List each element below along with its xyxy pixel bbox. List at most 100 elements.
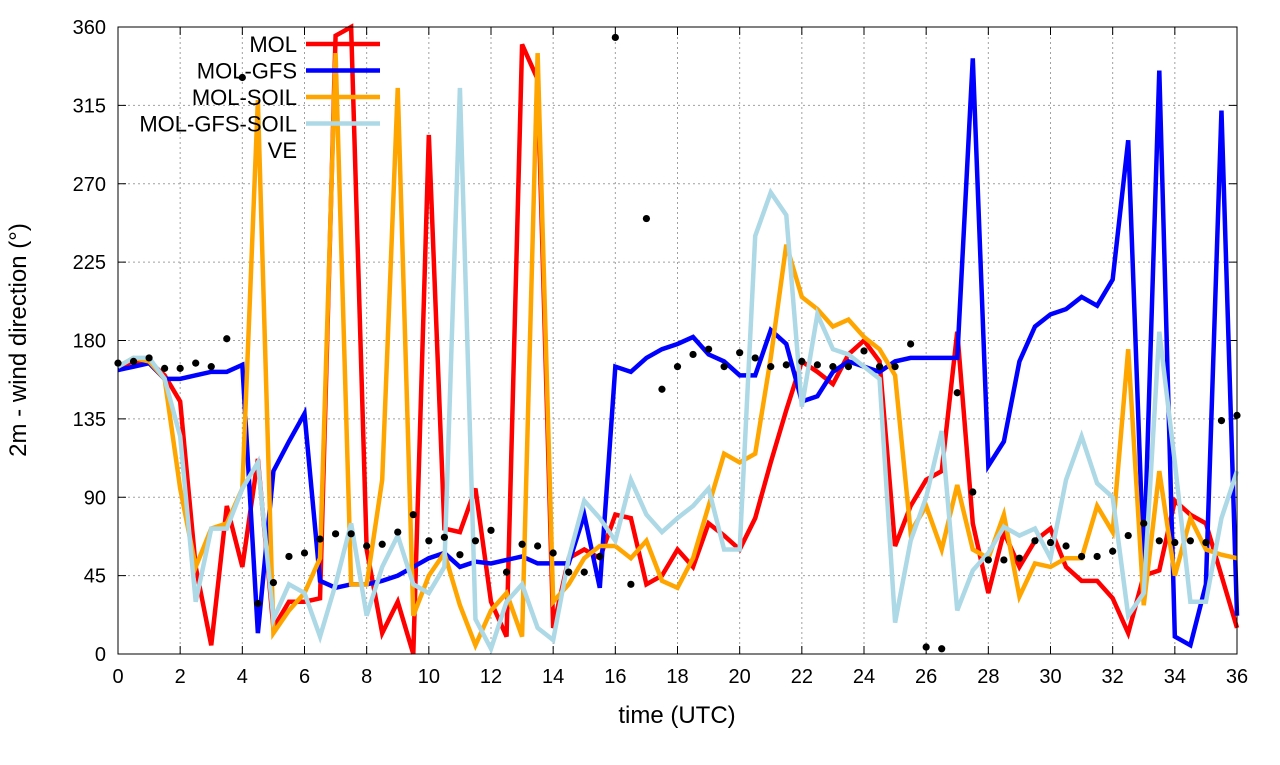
ve-point bbox=[704, 345, 713, 353]
x-tick-label: 8 bbox=[361, 666, 372, 688]
ve-point bbox=[1093, 552, 1101, 561]
ve-point bbox=[596, 552, 604, 561]
ve-point bbox=[580, 568, 588, 576]
ve-point bbox=[487, 526, 495, 534]
x-tick-label: 36 bbox=[1226, 666, 1248, 688]
ve-point bbox=[1046, 538, 1055, 547]
ve-point bbox=[1202, 538, 1210, 547]
y-tick-label: 45 bbox=[84, 566, 106, 588]
series-line-mol-gfs bbox=[117, 58, 1240, 649]
ve-point bbox=[440, 533, 448, 541]
ve-point bbox=[875, 363, 884, 371]
ve-point bbox=[813, 361, 821, 369]
ve-point bbox=[394, 528, 402, 536]
ve-point bbox=[1155, 537, 1163, 545]
ve-point bbox=[347, 530, 355, 538]
ve-point bbox=[1077, 552, 1086, 561]
ve-point bbox=[238, 73, 246, 82]
series-line-mol-gfs-soil bbox=[116, 87, 1240, 655]
ve-point bbox=[223, 335, 231, 343]
ve-point bbox=[984, 556, 992, 564]
ve-point bbox=[767, 363, 775, 371]
ve-point bbox=[549, 549, 557, 557]
ve-point bbox=[891, 363, 899, 371]
ve-point bbox=[658, 385, 666, 393]
x-tick-label: 24 bbox=[853, 666, 875, 688]
ve-point bbox=[907, 340, 915, 348]
ve-point bbox=[1186, 537, 1194, 545]
ve-point bbox=[425, 537, 433, 545]
ve-point bbox=[751, 354, 759, 362]
ve-point bbox=[534, 542, 542, 550]
ve-point bbox=[720, 363, 728, 371]
ve-point bbox=[456, 551, 464, 559]
ve-point bbox=[969, 488, 977, 496]
ve-point bbox=[611, 33, 619, 42]
x-tick-label: 28 bbox=[977, 666, 999, 688]
series-layer bbox=[114, 23, 1241, 655]
ve-point bbox=[1217, 417, 1226, 425]
ve-point bbox=[1109, 547, 1117, 555]
ve-point bbox=[922, 643, 930, 651]
ve-point bbox=[642, 214, 651, 223]
x-tick-label: 12 bbox=[480, 666, 502, 688]
x-tick-label: 30 bbox=[1039, 666, 1061, 688]
ve-point bbox=[673, 363, 682, 371]
ve-point bbox=[269, 578, 278, 587]
ve-point bbox=[161, 364, 169, 372]
ve-point bbox=[782, 361, 790, 369]
ve-point bbox=[938, 645, 946, 653]
ve-point bbox=[689, 350, 697, 359]
x-tick-label: 32 bbox=[1102, 666, 1124, 688]
x-tick-label: 2 bbox=[175, 666, 186, 688]
legend-label-mol: MOL bbox=[249, 32, 297, 57]
ve-point bbox=[1171, 538, 1179, 547]
ve-point bbox=[145, 354, 153, 362]
ve-point bbox=[1015, 554, 1024, 562]
x-tick-label: 20 bbox=[729, 666, 751, 688]
legend-label-mol-gfs: MOL-GFS bbox=[197, 59, 297, 84]
series-line-mol bbox=[117, 23, 1240, 655]
ve-point bbox=[285, 552, 293, 561]
ve-point bbox=[471, 537, 480, 545]
ve-point bbox=[316, 535, 324, 543]
ve-point bbox=[176, 364, 184, 372]
x-tick-label: 4 bbox=[237, 666, 248, 688]
ve-point bbox=[207, 363, 215, 371]
ve-point bbox=[502, 568, 511, 576]
x-tick-label: 22 bbox=[791, 666, 813, 688]
ve-point bbox=[565, 568, 573, 576]
x-tick-label: 34 bbox=[1164, 666, 1186, 688]
x-tick-label: 14 bbox=[542, 666, 564, 688]
ve-point bbox=[254, 599, 262, 608]
y-axis-label: 2m - wind direction (°) bbox=[5, 223, 32, 457]
ve-point bbox=[798, 357, 806, 365]
ve-point bbox=[860, 347, 868, 355]
y-tick-label: 180 bbox=[73, 331, 106, 353]
ve-point bbox=[1140, 519, 1148, 527]
plot-frame bbox=[117, 26, 1238, 655]
ve-point bbox=[192, 359, 200, 367]
ve-point bbox=[627, 580, 635, 588]
y-tick-label: 315 bbox=[73, 95, 106, 117]
y-tick-label: 270 bbox=[73, 174, 106, 196]
ve-point bbox=[518, 540, 526, 548]
y-tick-label: 90 bbox=[84, 487, 106, 509]
ve-point bbox=[736, 349, 744, 357]
ve-point bbox=[1124, 531, 1132, 540]
x-tick-label: 0 bbox=[112, 666, 123, 688]
y-tick-label: 135 bbox=[73, 409, 106, 431]
x-tick-label: 10 bbox=[418, 666, 440, 688]
y-tick-label: 360 bbox=[73, 17, 106, 39]
x-tick-label: 6 bbox=[299, 666, 310, 688]
y-tick-label: 225 bbox=[73, 252, 106, 274]
x-tick-label: 26 bbox=[915, 666, 937, 688]
ve-point bbox=[844, 363, 853, 371]
y-tick-label: 0 bbox=[95, 644, 106, 666]
ve-point bbox=[1062, 542, 1070, 550]
x-tick-label: 16 bbox=[604, 666, 626, 688]
legend-label-mol-soil: MOL-SOIL bbox=[192, 85, 297, 110]
ve-point bbox=[331, 530, 340, 538]
